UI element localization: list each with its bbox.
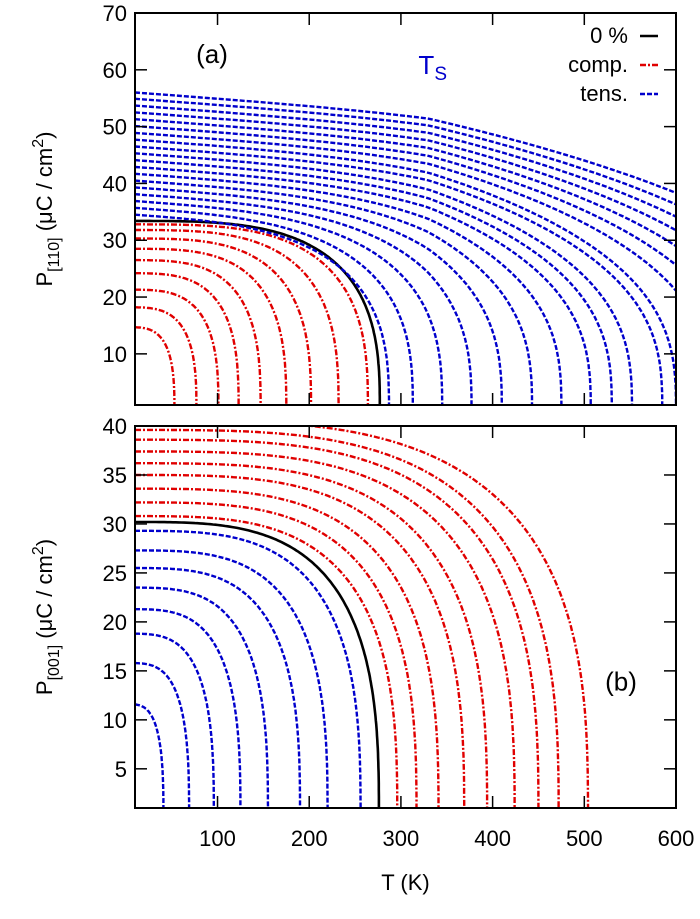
x-tick-label: 100: [199, 826, 236, 851]
y-title-close: ): [32, 539, 57, 546]
curve-tens-5: [135, 179, 534, 405]
curve-tens-2: [135, 199, 444, 405]
y-axis-title: P[110] (μC / cm2): [30, 132, 63, 287]
y-tick-label: 5: [115, 757, 127, 782]
curve-comp-4: [135, 258, 262, 405]
curve-0-0: [135, 520, 381, 808]
curve-comp-2: [135, 487, 440, 808]
ts-sub: S: [434, 64, 447, 85]
curve-comp-2: [135, 288, 220, 405]
curve-tens-3: [135, 608, 242, 808]
curve-tens-14: [135, 118, 676, 248]
panel-b: 5 10 15 20 25 30 35 40 100 200 300 400 500 600 T (K) P[…: [30, 414, 694, 895]
legend-label: 0 %: [590, 23, 628, 48]
x-tick-label: 400: [474, 826, 511, 851]
curve-comp-8: [300, 426, 590, 808]
y-tick-label: 10: [103, 708, 127, 733]
curve-tens-3: [135, 193, 473, 405]
y-title-unit: (μC / cm: [32, 555, 57, 645]
curve-comp-3: [135, 272, 240, 405]
y-tick-label: 25: [103, 561, 127, 586]
y-title-sub: [110]: [46, 237, 63, 271]
curves: [135, 426, 590, 808]
y-tick-label: 20: [103, 610, 127, 635]
y-tick-label: 30: [103, 228, 127, 253]
curve-tens-8: [135, 158, 613, 405]
curve-comp-8: [135, 223, 370, 405]
legend-label: comp.: [568, 52, 628, 77]
curve-tens-2: [135, 632, 216, 808]
curve-tens-0: [135, 703, 165, 808]
y-tick-label: 35: [103, 463, 127, 488]
curve-comp-6: [135, 237, 313, 405]
curve-tens-1: [135, 206, 414, 405]
curve-tens-18: [135, 91, 676, 195]
curve-tens-7: [135, 165, 592, 405]
curve-tens-6: [135, 172, 563, 405]
curve-tens-4: [135, 186, 503, 405]
y-title-close: ): [32, 132, 57, 139]
curve-tens-4: [135, 586, 270, 808]
curve-0-0: [135, 219, 382, 405]
curve-tens-12: [135, 131, 676, 293]
plot-frame: [134, 12, 677, 406]
y-axis-title: P[001] (μC / cm2): [30, 539, 63, 695]
y-tick-label: 60: [103, 58, 127, 83]
curve-tens-17: [135, 97, 676, 206]
panel-a: 10 20 30 40 50 60 70 P[110] (μC / cm2) (a) TS 0 % c…: [30, 1, 677, 406]
y-tick-label: 30: [103, 512, 127, 537]
curve-tens-15: [135, 111, 676, 232]
curve-comp-7: [135, 428, 560, 808]
y-tick-label: 20: [103, 285, 127, 310]
legend-label: tens.: [580, 81, 628, 106]
curve-tens-6: [135, 549, 329, 808]
x-axis-title: T (K): [381, 870, 429, 895]
curve-comp-7: [135, 228, 340, 405]
curve-tens-0: [135, 213, 391, 405]
y-title-sup: 2: [30, 139, 47, 148]
curve-tens-7: [135, 529, 362, 808]
y-tick-label: 40: [103, 414, 127, 439]
curve-tens-10: [135, 145, 664, 405]
y-title-sup: 2: [30, 546, 47, 555]
curve-comp-3: [135, 473, 466, 808]
curve-tens-9: [135, 152, 634, 405]
y-tick-label: 15: [103, 659, 127, 684]
panel-label: (a): [196, 39, 228, 69]
x-tick-label: 300: [383, 826, 420, 851]
y-tick-label: 10: [103, 342, 127, 367]
curve-tens-5: [135, 566, 302, 808]
curve-tens-13: [135, 124, 676, 267]
y-tick-label: 70: [103, 1, 127, 26]
curve-comp-4: [135, 462, 489, 808]
y-tick-label: 40: [103, 171, 127, 196]
y-title-sub: [001]: [46, 645, 63, 681]
curve-comp-0: [135, 326, 176, 405]
plot-frame: [134, 425, 677, 809]
curve-comp-1: [135, 306, 198, 405]
y-title-main: P: [32, 272, 57, 287]
curve-comp-0: [135, 514, 399, 808]
x-tick-label: 500: [566, 826, 603, 851]
ts-text: T: [418, 50, 434, 80]
curve-comp-5: [135, 247, 288, 405]
curve-tens-1: [135, 661, 191, 808]
ts-annotation: TS: [418, 50, 447, 85]
curve-comp-1: [135, 501, 418, 808]
curve-comp-6: [135, 438, 540, 808]
curve-tens-11: [135, 138, 676, 405]
y-title-unit: (μC / cm: [32, 148, 57, 238]
x-tick-label: 600: [658, 826, 695, 851]
curve-tens-16: [135, 104, 676, 219]
y-title-main: P: [32, 680, 57, 695]
curve-comp-5: [135, 450, 516, 808]
legend: 0 % comp. tens.: [568, 23, 658, 106]
curves: [135, 91, 676, 405]
y-tick-label: 50: [103, 115, 127, 140]
panel-label: (b): [605, 667, 637, 697]
x-tick-label: 200: [291, 826, 328, 851]
